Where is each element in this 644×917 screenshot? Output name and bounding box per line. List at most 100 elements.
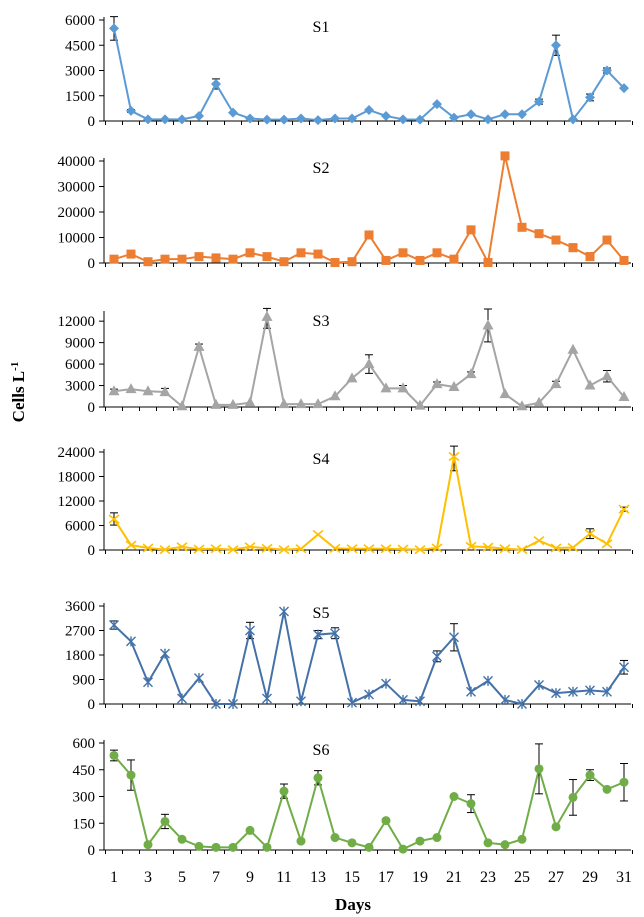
y-axis-label-sup: -1: [9, 362, 21, 371]
data-point-25: [517, 699, 527, 709]
data-point-19: [415, 836, 425, 846]
data-point-22: [466, 686, 476, 697]
data-point-6: [194, 110, 204, 121]
data-point-27: [551, 822, 561, 832]
data-point-3: [143, 114, 153, 125]
data-point-9: [245, 113, 255, 124]
y-tick-label: 450: [73, 763, 96, 779]
data-point-29: [585, 770, 595, 780]
panel-name: S6: [313, 742, 330, 759]
data-point-13: [313, 115, 323, 126]
data-point-1: [108, 514, 120, 524]
y-tick-label: 9000: [65, 336, 95, 352]
y-tick-label: 300: [73, 790, 96, 806]
data-point-19: [415, 255, 425, 265]
data-point-14: [330, 257, 340, 267]
y-tick-label: 2700: [65, 624, 95, 640]
data-point-19: [415, 114, 425, 125]
data-point-20: [432, 651, 442, 662]
data-point-8: [227, 544, 239, 555]
x-tick-label: 25: [514, 869, 530, 886]
y-tick-label: 3000: [65, 64, 95, 80]
data-point-20: [432, 99, 442, 110]
data-point-27: [551, 688, 561, 699]
y-axis-label-text: Cells L: [9, 371, 28, 422]
data-point-21: [449, 632, 459, 643]
data-point-10: [262, 252, 272, 262]
y-tick-label: 12000: [58, 314, 96, 330]
data-point-2: [126, 249, 136, 259]
x-tick-label: 19: [412, 869, 428, 886]
data-point-23: [482, 542, 494, 552]
data-point-14: [330, 628, 340, 639]
data-point-10: [262, 693, 272, 704]
data-point-19: [414, 544, 426, 555]
y-tick-label: 6000: [65, 519, 95, 535]
data-point-31: [619, 662, 629, 673]
y-tick-label: 10000: [58, 231, 96, 247]
data-point-16: [364, 842, 374, 852]
y-tick-label: 0: [88, 543, 96, 559]
x-tick-label: 29: [582, 869, 598, 886]
series-line: [113, 155, 625, 266]
data-point-12: [296, 248, 306, 258]
data-point-7: [211, 253, 221, 263]
data-point-27: [551, 40, 561, 51]
data-point-6: [194, 841, 204, 851]
data-point-12: [295, 544, 307, 554]
data-point-11: [278, 544, 290, 555]
data-point-28: [568, 792, 578, 802]
data-point-12: [296, 113, 306, 124]
data-point-24: [499, 544, 511, 554]
y-tick-label: 0: [88, 843, 96, 859]
data-point-14: [329, 543, 341, 553]
data-point-13: [313, 249, 323, 259]
y-tick-label: 6000: [65, 357, 95, 373]
data-point-8: [228, 699, 238, 709]
data-point-20: [432, 248, 442, 258]
data-point-11: [279, 606, 289, 617]
x-tick-label: 17: [378, 869, 394, 886]
y-tick-label: 3600: [65, 599, 95, 615]
data-point-15: [346, 544, 358, 554]
data-point-7: [211, 699, 221, 709]
data-point-11: [279, 257, 289, 267]
data-point-18: [397, 544, 409, 554]
data-point-28: [568, 243, 578, 253]
data-point-29: [584, 379, 596, 390]
y-tick-label: 40000: [58, 154, 96, 170]
data-point-20: [432, 833, 442, 843]
data-point-16: [363, 544, 375, 554]
y-tick-label: 600: [73, 736, 96, 752]
data-point-17: [380, 382, 392, 393]
data-point-7: [211, 78, 221, 89]
data-point-8: [227, 398, 239, 409]
x-axis: 1 3 5 7 9 11 13 15 17 19 21 23 25 27 29 31: [110, 869, 632, 886]
data-point-4: [160, 114, 170, 125]
data-point-31: [619, 83, 629, 94]
data-point-5: [176, 542, 188, 552]
data-point-18: [398, 844, 408, 854]
data-point-7: [210, 544, 222, 554]
x-tick-label: 5: [178, 869, 186, 886]
panel-name: S5: [313, 605, 330, 622]
data-point-2: [126, 636, 136, 647]
data-point-18: [398, 114, 408, 125]
panel-s6: 0 150 300 450 600 S6: [73, 736, 633, 859]
y-tick-label: 0: [88, 256, 96, 272]
data-point-11: [279, 786, 289, 796]
panel-s2: 0 10000 20000 30000 40000 S2: [58, 151, 633, 272]
data-point-14: [330, 113, 340, 124]
data-point-28: [568, 686, 578, 697]
data-point-19: [414, 399, 426, 410]
data-point-1: [109, 750, 119, 760]
y-tick-label: 900: [73, 673, 96, 689]
data-point-8: [228, 842, 238, 852]
data-point-3: [143, 257, 153, 267]
panel-s3: 0 3000 6000 9000 12000 S3: [58, 307, 633, 416]
data-point-2: [125, 383, 137, 394]
data-point-16: [364, 689, 374, 700]
data-point-27: [550, 378, 562, 389]
data-point-15: [347, 113, 357, 124]
data-point-12: [295, 398, 307, 409]
